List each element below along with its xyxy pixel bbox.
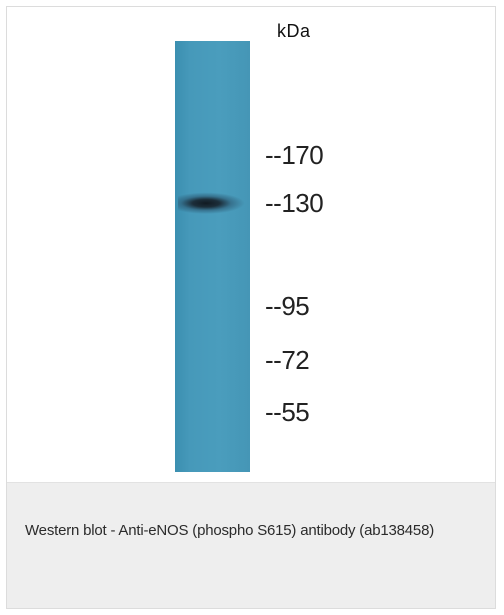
western-blot-image: kDa --170 --130 --95 --72 --55 (7, 7, 495, 482)
protein-band (178, 190, 248, 214)
figure-caption: Western blot - Anti-eNOS (phospho S615) … (25, 522, 435, 539)
marker-55: --55 (265, 397, 310, 427)
marker-130: --130 (265, 188, 324, 218)
marker-170: --170 (265, 140, 324, 170)
marker-72: --72 (265, 345, 310, 375)
marker-95: --95 (265, 291, 310, 321)
caption-panel: Western blot - Anti-eNOS (phospho S615) … (7, 482, 495, 608)
kda-unit-label: kDa (277, 21, 311, 41)
blot-lane (175, 41, 250, 472)
figure-frame: kDa --170 --130 --95 --72 --55 Western b… (6, 6, 496, 609)
